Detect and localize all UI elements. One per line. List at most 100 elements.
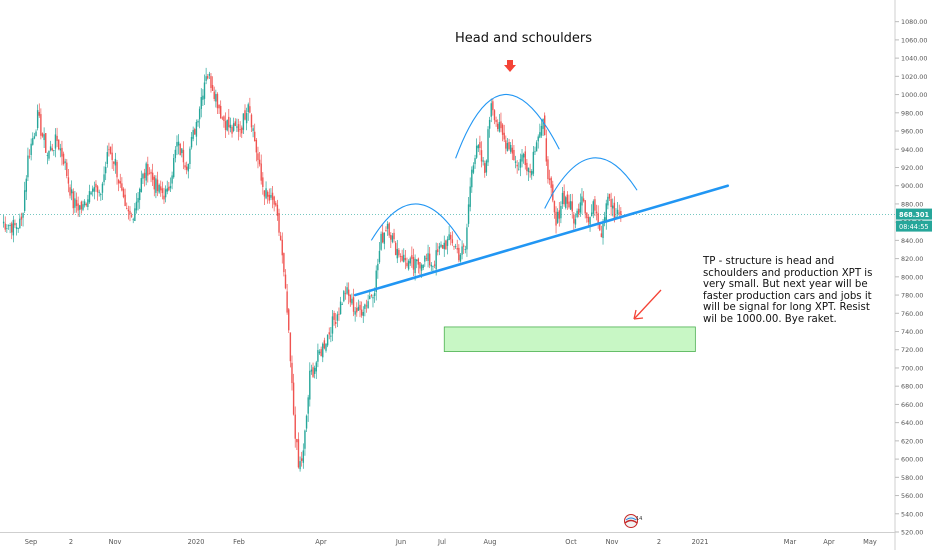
candle-body [134, 208, 136, 222]
candle-body [72, 191, 74, 209]
candle-body [301, 458, 303, 461]
candle-body [127, 209, 130, 212]
candle-body [205, 76, 207, 81]
candle-body [158, 184, 160, 193]
candle-body [41, 133, 44, 137]
candle-body [524, 151, 526, 166]
candle-body [28, 156, 31, 158]
candle-body [309, 370, 311, 400]
candle-body [459, 254, 462, 262]
price-tick-label: 580.00 [901, 474, 923, 482]
candle-body [271, 192, 274, 200]
candle-body [169, 185, 172, 189]
economic-event-icon[interactable]: 14.3 [623, 514, 643, 528]
candle-body [90, 192, 92, 195]
candle-body [223, 116, 225, 122]
candle-body [189, 148, 191, 164]
candle-body [427, 253, 429, 261]
candle-body [467, 204, 470, 224]
candle-body [32, 138, 34, 145]
candle-body [182, 149, 185, 163]
candle-body [589, 217, 591, 225]
candle-body [236, 126, 238, 128]
candle-body [561, 192, 564, 205]
candle-body [466, 227, 468, 250]
candle-body [38, 112, 40, 116]
candle-body [241, 127, 243, 134]
candle-body [513, 149, 515, 161]
candle-body [500, 121, 502, 129]
candle-body [349, 294, 351, 303]
candle-body [505, 140, 507, 149]
candle-body [166, 188, 168, 192]
candle-body [48, 150, 50, 159]
candle-body [109, 146, 112, 154]
price-tick-label: 760.00 [901, 310, 923, 318]
candle-body [620, 211, 622, 215]
candle-body [54, 134, 57, 149]
candle-body [289, 332, 292, 362]
candle-body [325, 344, 327, 351]
candle-body [17, 227, 19, 229]
candle-body [592, 201, 594, 214]
candle-body [64, 161, 66, 163]
candle-body [176, 142, 178, 147]
candle-body [531, 171, 533, 176]
candle-body [292, 382, 295, 415]
candle-body [359, 304, 361, 310]
candle-body [602, 223, 604, 239]
head-arc [455, 93, 560, 159]
time-tick-label: 2021 [692, 538, 709, 546]
candle-body [163, 195, 165, 200]
candle-body [569, 201, 572, 210]
candle-body [414, 258, 416, 274]
candle-body [411, 255, 413, 259]
candle-body [492, 101, 494, 111]
candle-body [59, 148, 62, 151]
price-tick-label: 960.00 [901, 128, 923, 136]
candle-body [160, 186, 162, 191]
price-tick-label: 680.00 [901, 383, 923, 391]
candle-body [407, 261, 410, 270]
candle-body [383, 232, 386, 244]
candle-body [328, 332, 330, 335]
candle-body [106, 152, 108, 165]
candle-body [224, 121, 227, 130]
candle-body [119, 181, 121, 184]
price-tick-label: 820.00 [901, 255, 923, 263]
candle-body [198, 108, 201, 120]
candle-body [122, 188, 125, 198]
candle-body [208, 73, 211, 76]
candle-body [82, 204, 84, 210]
candle-body [469, 186, 471, 207]
candle-body [137, 197, 139, 203]
candle-body [79, 205, 81, 210]
candle-body [250, 114, 253, 128]
candle-body [582, 198, 585, 202]
candle-body [252, 128, 254, 131]
candle-body [185, 166, 188, 170]
candle-body [207, 76, 209, 79]
candle-body [420, 264, 423, 271]
price-tick-label: 560.00 [901, 492, 923, 500]
candle-body [616, 209, 619, 214]
candle-body [573, 214, 575, 224]
candle-body [9, 224, 11, 226]
candle-body [600, 233, 603, 238]
candle-body [30, 143, 32, 155]
candle-body [487, 129, 489, 163]
candle-body [456, 248, 458, 250]
candle-body [463, 245, 465, 247]
candle-body [139, 188, 141, 201]
candle-body [532, 151, 535, 174]
candle-body [367, 301, 369, 309]
candle-body [501, 124, 504, 135]
candle-body [174, 149, 177, 159]
candle-body [213, 91, 215, 99]
candle-body [566, 194, 569, 204]
candle-body [433, 264, 436, 266]
candle-body [232, 123, 235, 131]
candle-body [56, 135, 58, 142]
